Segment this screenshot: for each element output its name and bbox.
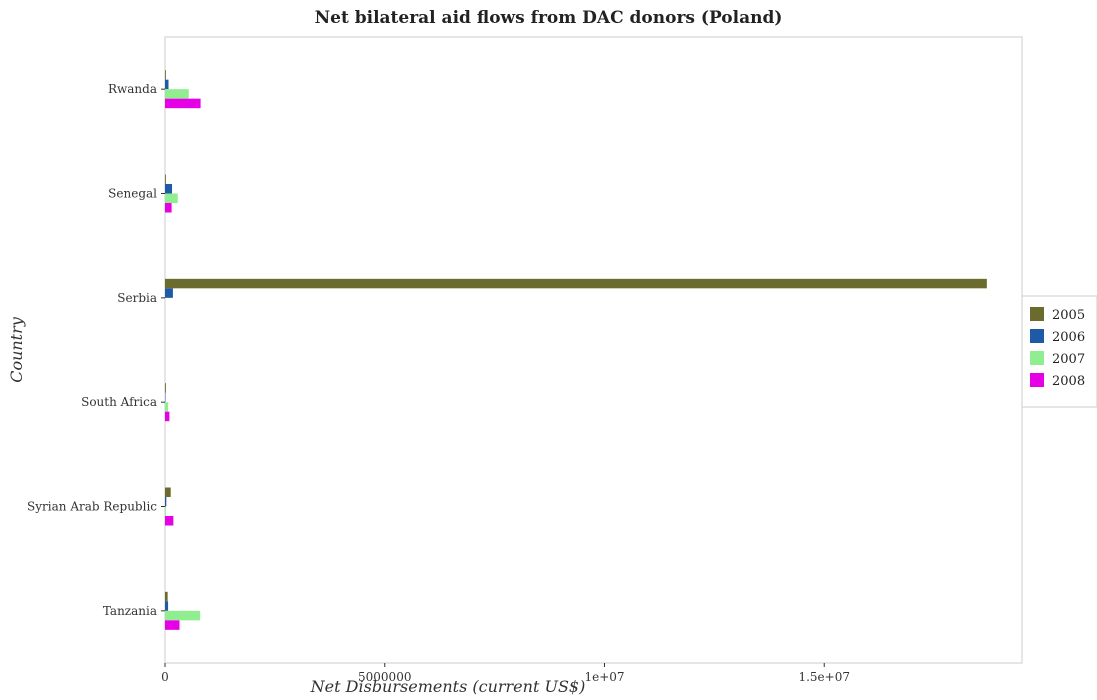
x-tick-label: 5000000 [358, 670, 411, 684]
bar-tanzania-2008 [165, 620, 180, 630]
legend-swatch-2005 [1030, 307, 1044, 321]
bar-rwanda-2006 [165, 79, 169, 90]
bar-tanzania-2006 [165, 601, 169, 611]
legend-label-2008: 2008 [1052, 374, 1085, 389]
x-tick-label: 0 [161, 670, 169, 684]
y-tick-label: Senegal [108, 187, 157, 201]
legend: 2005 2006 2007 2008 [1021, 295, 1097, 408]
x-tick-label: 1e+07 [584, 670, 624, 684]
y-tick-label: South Africa [81, 395, 157, 409]
legend-label-2005: 2005 [1052, 308, 1085, 323]
bar-tanzania-2007 [165, 610, 201, 621]
chart-title: Net bilateral aid flows from DAC donors … [314, 8, 783, 28]
bar-south-africa-2008 [165, 411, 170, 422]
bars-layer [165, 70, 987, 630]
bar-south-africa-2005 [165, 383, 166, 393]
bar-senegal-2006 [165, 184, 173, 194]
bar-syrian-arab-republic-2008 [165, 516, 174, 526]
bar-syrian-arab-republic-2007 [165, 506, 166, 516]
x-axis-label: Net Disbursements (current US$) [310, 677, 586, 696]
legend-swatch-2007 [1030, 351, 1044, 365]
bar-senegal-2008 [165, 203, 172, 213]
y-tick-label: Serbia [117, 291, 157, 305]
bar-rwanda-2008 [165, 98, 201, 109]
y-tick-label: Rwanda [108, 82, 157, 96]
legend-label-2006: 2006 [1052, 330, 1085, 345]
y-tick-label: Tanzania [103, 604, 157, 618]
bar-syrian-arab-republic-2005 [165, 487, 171, 497]
bar-tanzania-2005 [165, 591, 168, 602]
bar-senegal-2005 [165, 174, 166, 184]
bar-senegal-2007 [165, 193, 178, 203]
y-tick-labels: Rwanda Senegal Serbia South Africa Syrian Ar… [27, 82, 165, 618]
y-axis-label: Country [7, 316, 26, 383]
bar-serbia-2005 [165, 278, 987, 289]
bar-serbia-2006 [165, 288, 173, 298]
bar-south-africa-2007 [165, 402, 169, 412]
x-tick-label: 1.5e+07 [798, 670, 850, 684]
bar-syrian-arab-republic-2006 [165, 497, 167, 507]
plot-area [164, 36, 1023, 664]
bar-rwanda-2005 [165, 70, 166, 80]
legend-label-2007: 2007 [1052, 352, 1085, 367]
legend-swatch-2008 [1030, 373, 1044, 387]
bar-rwanda-2007 [165, 89, 189, 99]
legend-swatch-2006 [1030, 329, 1044, 343]
x-tick-labels: 0 5000000 1e+07 1.5e+07 [161, 663, 850, 684]
y-tick-label: Syrian Arab Republic [27, 500, 157, 514]
